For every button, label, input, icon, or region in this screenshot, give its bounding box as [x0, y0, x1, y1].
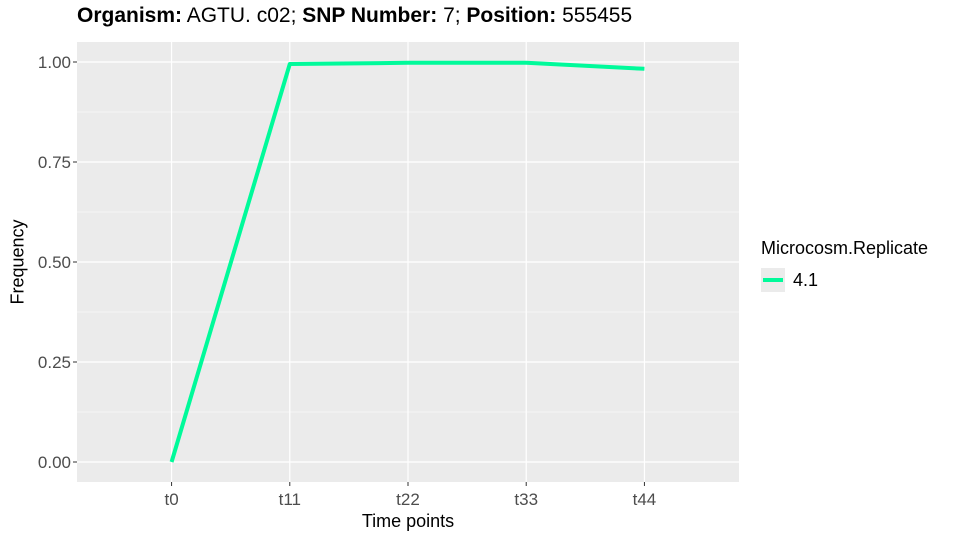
x-tick-label: t44 [633, 490, 657, 509]
x-tick-label: t0 [164, 490, 178, 509]
title-position-value: 555455 [556, 4, 633, 27]
series-line-4.1 [169, 60, 645, 463]
x-axis-label: Time points [361, 511, 455, 531]
chart-title: Organism: AGTU. c02; SNP Number: 7; Posi… [77, 4, 632, 28]
y-axis-label: Frequency [7, 219, 28, 305]
x-tick-label: t22 [396, 490, 420, 509]
x-tick-label: t11 [279, 490, 301, 509]
y-tick-label: 0.50 [38, 253, 71, 272]
legend-key [761, 268, 785, 292]
legend-title: Microcosm.Replicate [761, 238, 929, 258]
x-axis: t0 t11 t22 t33 t44 [164, 482, 656, 509]
legend-swatch [763, 278, 783, 282]
title-snp-value: 7; [437, 4, 467, 27]
y-axis: 0.00 0.25 0.50 0.75 1.00 [38, 53, 77, 472]
y-tick-label: 0.75 [38, 153, 71, 172]
y-tick-label: 1.00 [38, 53, 71, 72]
title-position-label: Position: [466, 4, 557, 27]
title-snp-label: SNP Number: [302, 4, 438, 27]
legend-label: 4.1 [793, 270, 819, 290]
x-tick-label: t33 [514, 490, 538, 509]
series-layer [169, 60, 645, 463]
title-organism-label: Organism: [77, 4, 183, 27]
title-organism-value: AGTU. c02; [182, 4, 303, 27]
y-tick-label: 0.00 [38, 453, 71, 472]
grid-lines [77, 42, 739, 482]
y-tick-label: 0.25 [38, 353, 71, 372]
